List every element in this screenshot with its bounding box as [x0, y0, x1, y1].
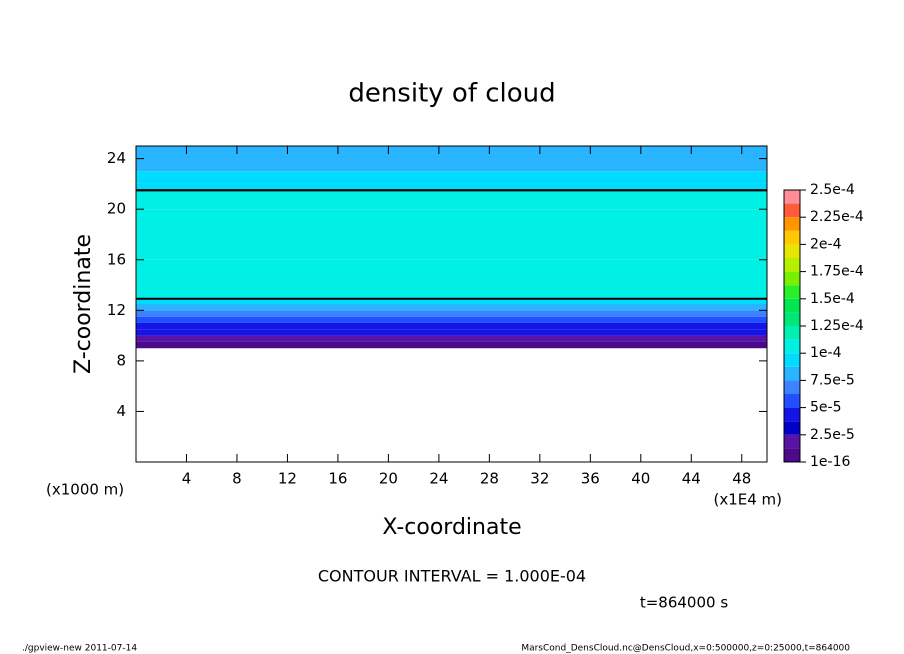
y-tick-label: 8: [116, 351, 126, 369]
colorbar-swatch: [784, 258, 800, 272]
colorbar-tick-label: 1.5e-4: [810, 291, 855, 307]
colorbar-swatch: [784, 339, 800, 354]
colorbar-swatch: [784, 421, 800, 435]
colorbar-swatch: [784, 298, 800, 313]
field-band: [136, 304, 767, 311]
x-tick-label: 32: [530, 470, 549, 488]
colorbar-tick-label: 1e-16: [810, 454, 850, 470]
colorbar-tick-label: 2e-4: [810, 236, 842, 252]
x-tick-label: 12: [278, 470, 297, 488]
x-tick-label: 8: [232, 470, 242, 488]
colorbar-tick-label: 7.5e-5: [810, 372, 855, 388]
field-band: [136, 335, 767, 342]
colorbar-tick-label: 2.25e-4: [810, 209, 864, 225]
colorbar-tick-label: 2.5e-4: [810, 182, 855, 198]
field-band: [136, 259, 767, 298]
field-band: [136, 209, 767, 260]
field-band: [136, 341, 767, 349]
field-band: [136, 183, 767, 191]
colorbar-tick-label: 1.75e-4: [810, 264, 864, 280]
x-axis-label: X-coordinate: [382, 515, 521, 540]
x-tick-label: 20: [379, 470, 398, 488]
chart-title: density of cloud: [348, 79, 555, 109]
colorbar-swatch: [784, 394, 800, 408]
y-axis-label: Z-coordinate: [71, 234, 96, 374]
field-band: [136, 190, 767, 210]
field-band: [136, 297, 767, 304]
field-band: [136, 329, 767, 336]
colorbar-swatch: [784, 407, 800, 422]
colorbar-swatch: [784, 217, 800, 231]
colorbar-tick-label: 1.25e-4: [810, 318, 864, 334]
colorbar-tick-label: 5e-5: [810, 400, 841, 416]
field-band: [136, 316, 767, 323]
colorbar-swatch: [784, 353, 800, 367]
y-tick-label: 4: [116, 402, 126, 420]
x-unit: (x1E4 m): [713, 491, 782, 509]
time-label: t=864000 s: [640, 594, 728, 612]
colorbar-swatch: [784, 285, 800, 299]
colorbar-swatch: [784, 326, 800, 340]
x-tick-label: 44: [682, 470, 701, 488]
field-band: [136, 171, 767, 184]
colorbar-swatch: [784, 312, 800, 326]
colorbar-swatch: [784, 448, 800, 462]
y-tick-label: 24: [107, 149, 126, 167]
plot-frame: [135, 145, 768, 463]
contour-interval: CONTOUR INTERVAL = 1.000E-04: [318, 567, 586, 586]
colorbar-tick-label: 1e-4: [810, 345, 842, 361]
x-tick-label: 28: [480, 470, 499, 488]
colorbar-swatch: [784, 271, 800, 286]
y-tick-label: 20: [107, 200, 126, 218]
x-tick-label: 40: [631, 470, 650, 488]
x-tick-label: 4: [182, 470, 192, 488]
colorbar-swatch: [784, 190, 800, 204]
field-band: [136, 322, 767, 330]
x-tick-label: 16: [328, 470, 347, 488]
footer-left: ./gpview-new 2011-07-14: [22, 644, 137, 654]
y-tick-label: 12: [107, 301, 126, 319]
colorbar-swatch: [784, 230, 800, 245]
y-unit: (x1000 m): [46, 481, 124, 499]
colorbar-swatch: [784, 244, 800, 258]
colorbar-tick-label: 2.5e-5: [810, 427, 855, 443]
colorbar-swatch: [784, 203, 800, 218]
x-tick-label: 48: [732, 470, 751, 488]
x-tick-label: 36: [581, 470, 600, 488]
footer-right: MarsCond_DensCloud.nc@DensCloud,x=0:5000…: [521, 644, 850, 654]
y-tick-label: 16: [107, 250, 126, 268]
field-band: [136, 310, 767, 317]
colorbar-swatch: [784, 366, 800, 381]
colorbar-swatch: [784, 380, 800, 394]
field-band: [136, 146, 767, 172]
colorbar-swatch: [784, 434, 800, 449]
x-tick-label: 24: [429, 470, 448, 488]
